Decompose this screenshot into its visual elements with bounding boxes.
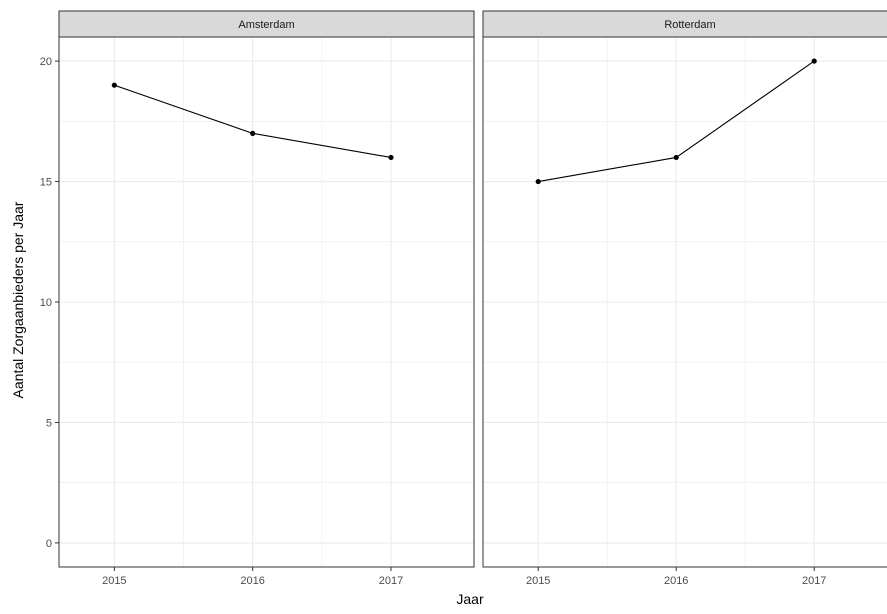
panels-layer: Amsterdam 2015 2016 2017 Rotterdam 2015 2016 20… [58,10,887,587]
y-axis-title: Aantal Zorgaanbieders per Jaar [10,201,26,398]
facet-panel-amsterdam: Amsterdam 2015 2016 2017 [58,10,475,587]
data-point [111,82,117,88]
x-tick-label: 2017 [379,575,403,587]
facet-strip-label: Rotterdam [664,19,715,31]
x-tick-label: 2015 [102,575,126,587]
y-tick-label: 20 [40,56,52,68]
data-point [673,154,679,161]
x-tick-label: 2015 [526,575,550,587]
facet-strip [482,10,887,38]
x-tick-label: 2016 [664,575,688,587]
data-point [535,178,541,185]
facet-panel-rotterdam: Rotterdam 2015 2016 2017 [482,10,887,587]
data-point [388,154,394,161]
y-tick-label: 15 [40,177,52,189]
x-tick-label: 2016 [240,575,264,587]
y-tick-label: 5 [46,417,52,429]
y-axis: 0 5 10 15 20 [40,56,59,550]
data-point [250,130,256,136]
y-tick-label: 10 [40,297,52,309]
x-tick-label: 2017 [802,575,826,587]
facet-strip [58,10,475,38]
panel-border [482,36,887,568]
x-axis-title: Jaar [456,591,484,607]
y-tick-label: 0 [46,538,52,550]
facet-strip-label: Amsterdam [238,19,294,31]
data-point [811,58,817,64]
